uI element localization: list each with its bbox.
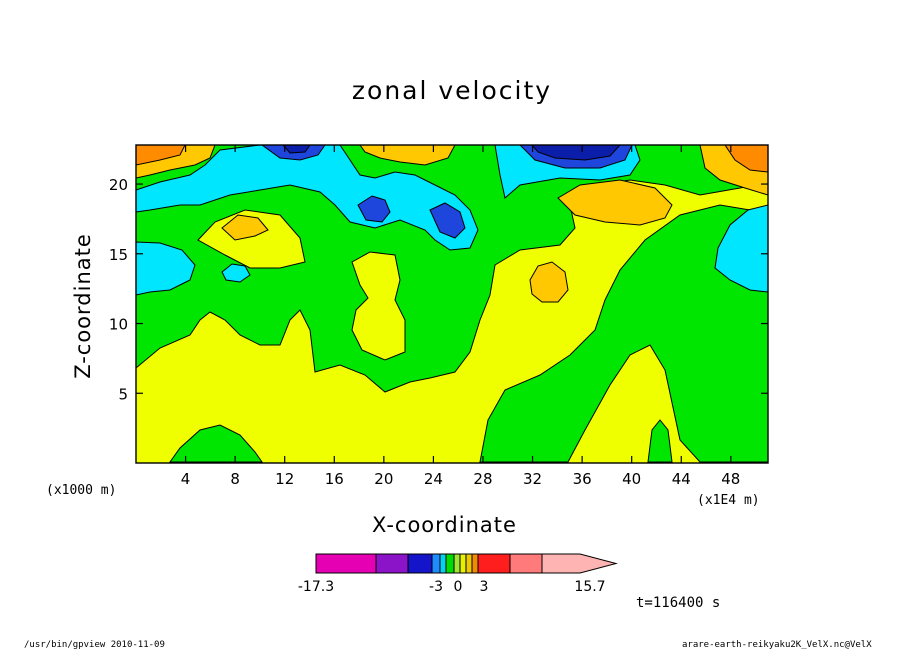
- x-axis-label: X-coordinate: [372, 513, 517, 537]
- x-tick-label: 44: [672, 470, 691, 488]
- colorbar-segment: [459, 553, 467, 574]
- x-tick-label: 20: [374, 470, 393, 488]
- footer-left: /usr/bin/gpview 2010-11-09: [24, 640, 165, 650]
- y-tick-label: 20: [109, 176, 128, 194]
- colorbar-segment: [439, 553, 447, 574]
- colorbar-segment: [431, 553, 441, 574]
- contour-cyan-top-left: [136, 145, 479, 251]
- contour-orange-top-right: [724, 145, 768, 173]
- x-tick-label: 28: [473, 470, 492, 488]
- contour-yellow-pocket-left: [197, 209, 306, 269]
- contour-darkblue-top-1: [282, 145, 311, 154]
- contour-orange-top-left: [136, 145, 186, 166]
- x-tick-label: 40: [622, 470, 641, 488]
- colorbar-segment: [471, 553, 479, 574]
- colorbar-tick-label: -3: [429, 579, 443, 595]
- x-tick-label: 36: [573, 470, 592, 488]
- y-tick-label: 10: [109, 316, 128, 334]
- x-tick-label: 48: [721, 470, 740, 488]
- colorbar-tick-label: 3: [480, 579, 489, 595]
- colorbar-segment: [407, 553, 433, 574]
- colorbar-segment: [477, 553, 511, 574]
- x-tick-label: 24: [424, 470, 443, 488]
- time-label: t=116400 s: [636, 595, 721, 611]
- x-tick-label: 12: [275, 470, 294, 488]
- colorbar-tick-label: -17.3: [298, 579, 334, 595]
- colorbar-segment: [375, 553, 409, 574]
- contour-yellow-pocket-center: [351, 251, 406, 361]
- chart-title: zonal velocity: [351, 76, 553, 105]
- contour-cyan-right-mid: [714, 204, 768, 293]
- colorbar-segment: [541, 553, 618, 574]
- x-unit-left: (x1000 m): [46, 483, 117, 498]
- footer-right: arare-earth-reikyaku2K_VelX.nc@VelX: [682, 640, 872, 650]
- y-tick-label: 15: [109, 246, 128, 264]
- contour-cyan-small: [221, 263, 251, 283]
- colorbar-segment: [453, 553, 461, 574]
- y-axis-label: Z-coordinate: [71, 233, 95, 379]
- contour-gold-left-blob: [221, 214, 269, 241]
- colorbar-segment: [445, 553, 455, 574]
- contour-fields: [136, 145, 768, 463]
- x-tick-label: 32: [523, 470, 542, 488]
- contour-green-upper: [136, 145, 768, 463]
- colorbar-segment: [465, 553, 473, 574]
- contour-cyan-left-mid: [136, 241, 196, 296]
- colorbar: -17.3 -3 0 3 15.7: [298, 553, 618, 595]
- contour-gold-center-blob: [529, 261, 569, 303]
- colorbar-tick-label: 0: [454, 579, 463, 595]
- contour-green-bottom-left: [169, 424, 263, 463]
- x-unit-right: (x1E4 m): [697, 493, 760, 508]
- x-tick-label: 16: [325, 470, 344, 488]
- x-tick-label: 8: [230, 470, 240, 488]
- contour-blue-core-2: [429, 202, 466, 239]
- contour-darkblue-top-2: [531, 145, 621, 161]
- colorbar-segment: [509, 553, 543, 574]
- x-axis-ticks: 4 8 12 16 20 24 28 32 36 40 44 48: [181, 145, 740, 488]
- colorbar-tick-label: 15.7: [574, 579, 605, 595]
- contour-gold-right-blob: [557, 179, 673, 226]
- x-tick-label: 4: [181, 470, 191, 488]
- contour-blue-core-1: [357, 195, 391, 223]
- contour-green-bottom-mid: [647, 419, 673, 463]
- plot-frame: [135, 144, 769, 464]
- y-tick-label: 5: [118, 385, 128, 403]
- y-axis-ticks: 5 10 15 20: [109, 176, 768, 403]
- colorbar-segment: [315, 553, 377, 574]
